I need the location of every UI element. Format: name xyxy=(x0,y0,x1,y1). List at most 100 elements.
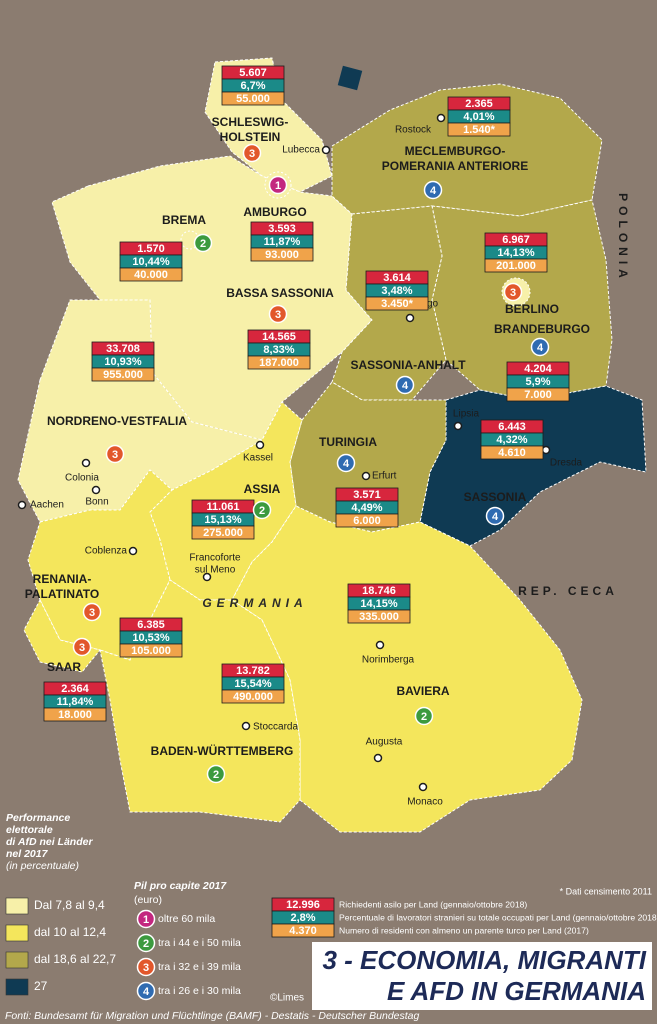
city-label: Bonn xyxy=(85,497,108,508)
legend-label: dal 18,6 al 22,7 xyxy=(34,952,116,966)
city-dot xyxy=(202,572,212,582)
state-name: TURINGIA xyxy=(319,435,377,449)
stat-cell xyxy=(335,513,399,528)
stat-value: 2.365 xyxy=(465,98,493,110)
state-name: AMBURGO xyxy=(243,205,306,219)
rank-number: 3 xyxy=(249,148,255,160)
region xyxy=(27,469,173,661)
stat-value: 3.593 xyxy=(268,223,296,235)
city-dot xyxy=(255,440,265,450)
country-label: REP. CECA xyxy=(518,584,618,598)
key-description: Numero di residenti con almeno un parent… xyxy=(339,925,589,935)
stat-cell xyxy=(221,689,285,704)
rank-circle xyxy=(72,637,92,657)
legend-title: Pil pro capite 2017 xyxy=(134,880,227,892)
legend-label: oltre 60 mila xyxy=(158,913,215,925)
stat-value: 5,9% xyxy=(525,376,550,388)
stat-cell xyxy=(191,525,255,540)
rank-number: 4 xyxy=(537,342,544,354)
stat-cell xyxy=(221,91,285,106)
rank-circle xyxy=(252,500,272,520)
rank-circle xyxy=(206,764,226,784)
rank-circle xyxy=(82,602,102,622)
city-label: Erfurt xyxy=(372,471,397,482)
legend-title: Performance xyxy=(6,812,70,824)
stat-value: 14.565 xyxy=(262,331,296,343)
state-name: PALATINATO xyxy=(25,587,99,601)
stat-value: 18.000 xyxy=(58,709,92,721)
state-name: BRANDEBURGO xyxy=(494,322,590,336)
state-name: HOLSTEIN xyxy=(220,130,281,144)
credit: ©Limes xyxy=(270,993,304,1004)
rank-circle xyxy=(136,957,156,977)
stat-cell xyxy=(484,258,548,273)
stat-value: 6.000 xyxy=(353,515,381,527)
rank-number: 3 xyxy=(112,449,118,461)
stat-value: 201.000 xyxy=(496,260,536,272)
legend-title: elettorale xyxy=(6,824,53,836)
rank-circle xyxy=(136,933,156,953)
stat-value: 2,8% xyxy=(290,912,315,924)
legend-swatch xyxy=(5,978,29,996)
city-dot xyxy=(418,782,428,792)
stat-value: 2.364 xyxy=(61,683,89,695)
city-label: sul Meno xyxy=(195,565,236,576)
legend-label: tra i 32 e i 39 mila xyxy=(158,961,241,973)
city-label: Dresda xyxy=(550,458,583,469)
stat-cell xyxy=(447,122,511,137)
note: * Dati censimento 2011 xyxy=(560,886,652,896)
state-name: MECLEMBURGO- xyxy=(405,144,506,158)
stat-value: 1.570 xyxy=(137,243,165,255)
stat-value: 275.000 xyxy=(203,527,243,539)
stat-value: 8,33% xyxy=(263,344,294,356)
city-dot xyxy=(321,145,331,155)
sources: Fonti: Bundesamt für Migration und Flüch… xyxy=(5,1010,420,1022)
stat-value: 4.204 xyxy=(524,363,552,375)
stat-cell xyxy=(480,445,544,460)
stat-value: 6.443 xyxy=(498,421,526,433)
title: 3 - ECONOMIA, MIGRANTI xyxy=(322,945,646,975)
stat-value: 4.610 xyxy=(498,447,526,459)
city-label: Rostock xyxy=(395,125,432,136)
state-name: POMERANIA ANTERIORE xyxy=(382,159,528,173)
stat-value: 335.000 xyxy=(359,611,399,623)
legend-label: dal 10 al 12,4 xyxy=(34,925,106,939)
stat-value: 14,15% xyxy=(360,598,398,610)
stat-value: 6.967 xyxy=(502,234,530,246)
stat-value: 11.061 xyxy=(206,501,239,513)
state-name: BASSA SASSONIA xyxy=(226,286,334,300)
stat-cell xyxy=(506,387,570,402)
stat-value: 4,32% xyxy=(496,434,527,446)
stat-cell xyxy=(365,296,429,311)
city-dot xyxy=(17,500,27,510)
island xyxy=(337,65,363,91)
rank-number: 1 xyxy=(143,914,149,926)
rank-circle xyxy=(193,233,213,253)
legend-swatch xyxy=(5,924,29,942)
state-name: BADEN-WÜRTTEMBERG xyxy=(151,743,294,758)
rank-circle xyxy=(268,304,288,324)
city-dot xyxy=(241,721,251,731)
state-name: BREMA xyxy=(162,213,206,227)
stat-value: 10,93% xyxy=(104,356,142,368)
legend-label: Dal 7,8 al 9,4 xyxy=(34,898,105,912)
stat-value: 93.000 xyxy=(265,249,299,261)
rank-number: 4 xyxy=(143,986,150,998)
rank-circle xyxy=(503,282,523,302)
stat-value: 1.540* xyxy=(463,124,496,136)
city-dot xyxy=(81,458,91,468)
city-dot xyxy=(128,546,138,556)
city-label: Francoforte xyxy=(189,553,241,564)
city-label: Monaco xyxy=(407,797,443,808)
legend-swatch xyxy=(5,951,29,969)
state-name: SAAR xyxy=(47,660,81,674)
title-box xyxy=(312,942,652,1010)
